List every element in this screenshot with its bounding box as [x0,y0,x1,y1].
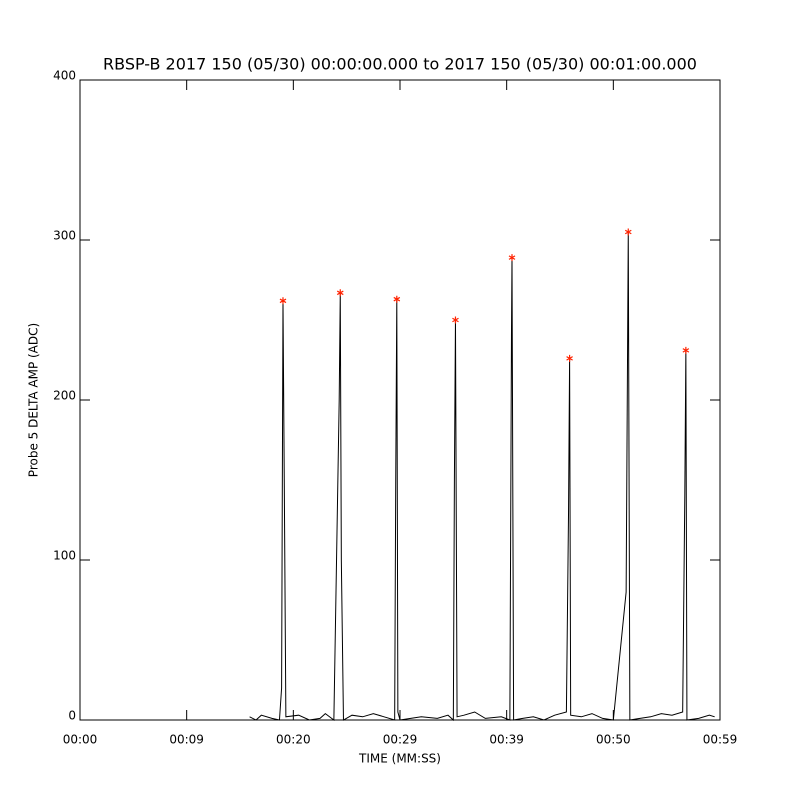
y-axis-label: Probe 5 DELTA AMP (ADC) [27,323,41,477]
x-tick-label: 00:29 [383,733,418,747]
peak-marker [624,228,632,236]
y-tick-label: 100 [53,549,76,563]
data-line [249,231,715,722]
plot-frame [79,79,721,721]
x-tick-label: 00:50 [596,733,631,747]
y-tick-label: 400 [53,69,76,83]
chart-title: RBSP-B 2017 150 (05/30) 00:00:00.000 to … [103,55,697,74]
y-tick-label: 200 [53,389,76,403]
peak-marker [682,346,690,354]
peak-marker [566,354,573,362]
x-tick-label: 00:00 [63,733,98,747]
peak-marker [508,254,516,262]
peak-marker [336,289,344,297]
x-tick-label: 00:59 [703,733,738,747]
x-tick-label: 00:20 [276,733,311,747]
peak-marker [279,297,287,305]
peak-marker [452,316,459,324]
x-axis-label: TIME (MM:SS) [358,752,441,766]
x-tick-label: 00:39 [489,733,524,747]
y-tick-label: 0 [68,709,76,723]
peak-marker [393,295,401,303]
y-tick-label: 300 [53,229,76,243]
x-tick-label: 00:09 [169,733,204,747]
